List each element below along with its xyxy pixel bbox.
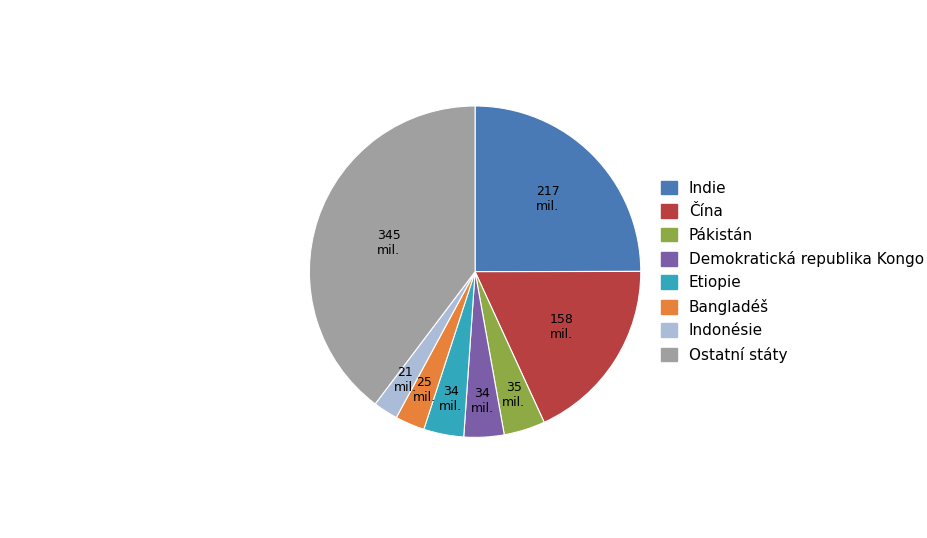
Text: 34
mil.: 34 mil. [471, 387, 494, 415]
Text: 21
mil.: 21 mil. [394, 366, 417, 394]
Text: 34
mil.: 34 mil. [438, 385, 462, 413]
Text: 217
mil.: 217 mil. [536, 185, 560, 213]
Text: 25
mil.: 25 mil. [413, 377, 436, 405]
Wedge shape [475, 106, 641, 272]
Wedge shape [397, 272, 475, 429]
Legend: Indie, Čína, Pákistán, Demokratická republika Kongo, Etiopie, Bangladéš, Indonés: Indie, Čína, Pákistán, Demokratická repu… [656, 176, 927, 367]
Text: 158
mil.: 158 mil. [550, 313, 574, 341]
Wedge shape [475, 271, 641, 422]
Wedge shape [464, 272, 504, 437]
Wedge shape [424, 272, 475, 437]
Text: 35
mil.: 35 mil. [502, 381, 526, 409]
Wedge shape [375, 272, 475, 417]
Wedge shape [475, 272, 544, 435]
Wedge shape [310, 106, 476, 404]
Text: 345
mil.: 345 mil. [376, 229, 400, 257]
